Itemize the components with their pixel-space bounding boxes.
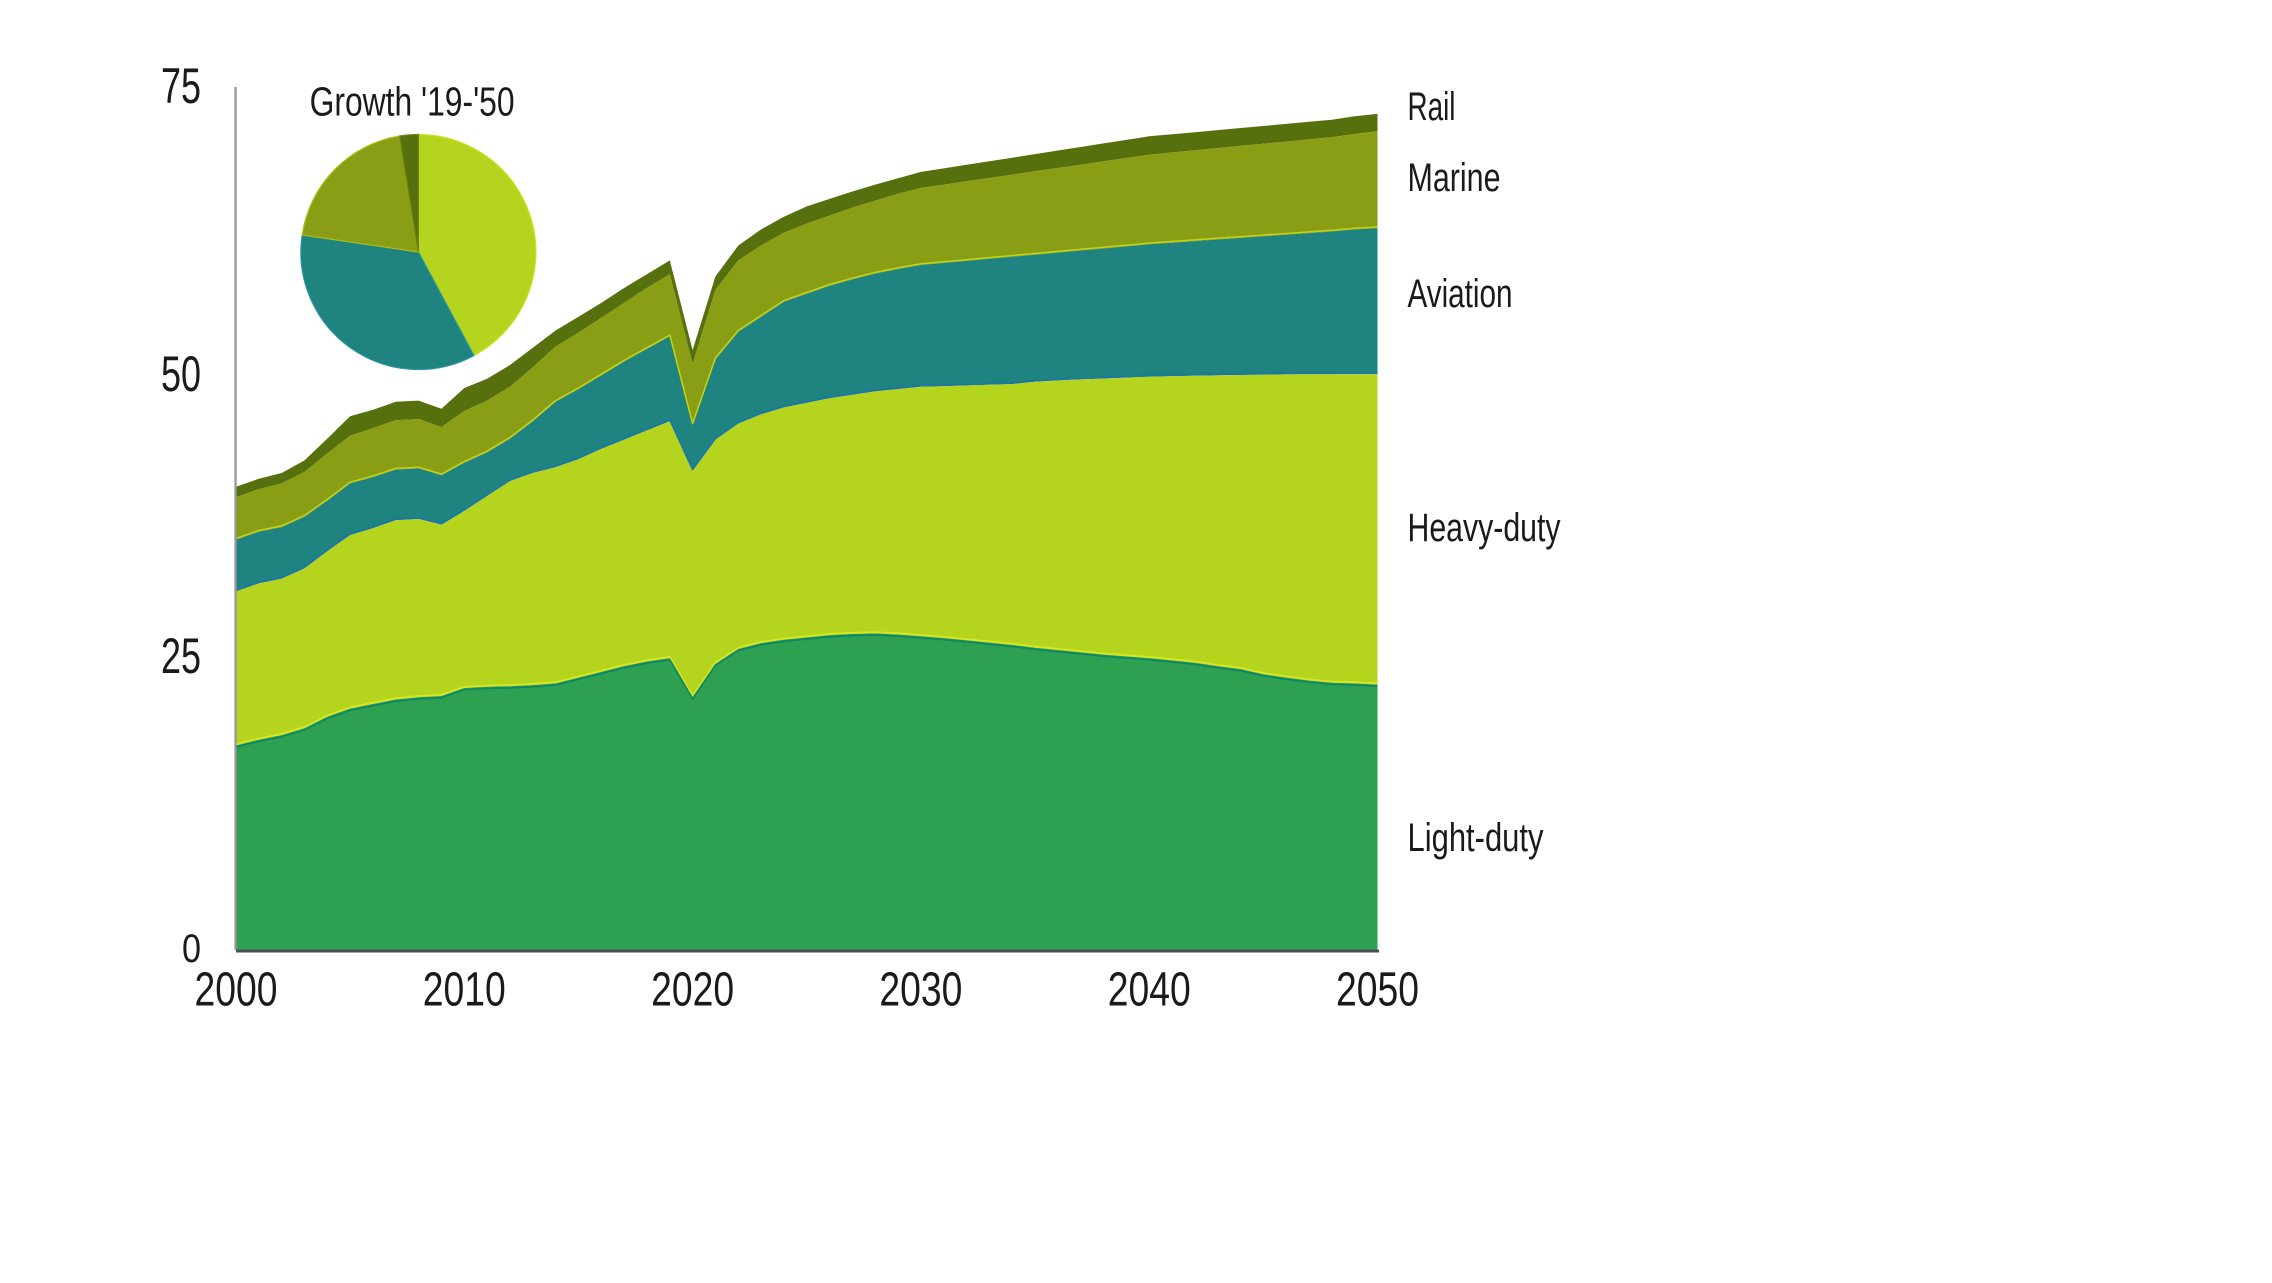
svg-text:50: 50 bbox=[161, 346, 201, 402]
svg-text:75: 75 bbox=[161, 58, 201, 114]
svg-text:Aviation: Aviation bbox=[1408, 272, 1513, 316]
svg-text:25: 25 bbox=[161, 628, 201, 684]
svg-text:Marine: Marine bbox=[1408, 156, 1501, 200]
svg-text:0: 0 bbox=[182, 927, 201, 971]
svg-text:Heavy-duty: Heavy-duty bbox=[1408, 506, 1561, 550]
svg-text:Rail: Rail bbox=[1408, 85, 1456, 129]
svg-text:Growth '19-'50: Growth '19-'50 bbox=[310, 79, 515, 125]
svg-text:2050: 2050 bbox=[1336, 964, 1419, 1017]
svg-text:2020: 2020 bbox=[651, 964, 734, 1017]
svg-text:2010: 2010 bbox=[423, 964, 506, 1017]
svg-text:2000: 2000 bbox=[195, 964, 278, 1017]
svg-text:Light-duty: Light-duty bbox=[1408, 816, 1544, 860]
svg-text:2030: 2030 bbox=[879, 964, 962, 1017]
svg-text:2040: 2040 bbox=[1108, 964, 1191, 1017]
